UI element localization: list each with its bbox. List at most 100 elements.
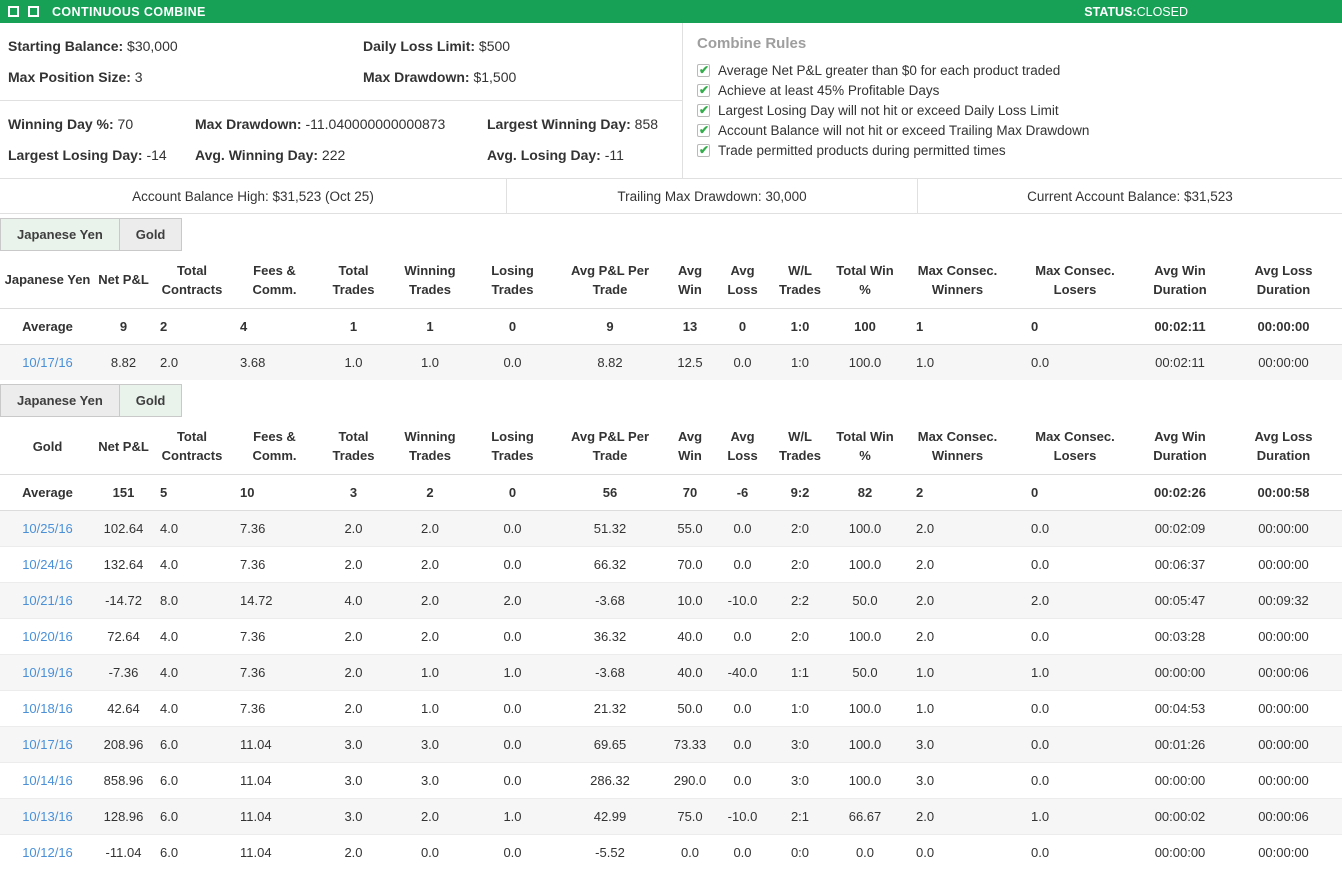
cell: 00:00:00	[1258, 772, 1309, 788]
date-link[interactable]: 10/25/16	[22, 520, 73, 536]
combine-rules-list: Average Net P&L greater than $0 for each…	[697, 62, 1342, 159]
date-cell: 10/18/16	[0, 690, 95, 726]
top-bar: CONTINUOUS COMBINE STATUS:CLOSED	[0, 0, 1342, 23]
cell: -10.0	[727, 592, 758, 608]
rule-text: Account Balance will not hit or exceed T…	[718, 123, 1090, 138]
average-cell: 13	[682, 318, 698, 334]
date-link[interactable]: 10/20/16	[22, 628, 73, 644]
window-box-icon[interactable]	[28, 6, 39, 17]
column-header: Avg Win Duration	[1153, 263, 1207, 297]
tab-japanese-yen[interactable]: Japanese Yen	[0, 384, 120, 418]
balance-bar: Account Balance High: $31,523 (Oct 25) Tr…	[0, 179, 1342, 214]
status-label: STATUS:	[1084, 4, 1137, 19]
cell: 50.0	[852, 664, 878, 680]
cell: 0.0	[1031, 845, 1050, 861]
cell: 6.0	[160, 736, 179, 752]
cell: 00:06:37	[1154, 556, 1206, 572]
tab-japanese-yen[interactable]: Japanese Yen	[0, 218, 120, 251]
date-cell: 10/19/16	[0, 654, 95, 690]
cell: 0.0	[503, 772, 522, 788]
cell: -10.0	[727, 808, 758, 824]
account-info-panel: Starting Balance: $30,000 Daily Loss Limi…	[0, 23, 1342, 179]
tab-gold[interactable]: Gold	[119, 384, 183, 418]
cell: 50.0	[677, 700, 703, 716]
cell: -14.72	[105, 592, 142, 608]
column-header: Avg Win	[677, 429, 703, 464]
cell: 00:03:28	[1154, 628, 1206, 644]
cell: 70.0	[677, 556, 703, 572]
cell: 69.65	[593, 736, 627, 752]
cell: 3.0	[916, 772, 935, 788]
first-column-header: Gold	[32, 438, 63, 454]
average-cell: 70	[682, 484, 698, 500]
cell: 2.0	[160, 354, 179, 370]
average-cell: 00:00:58	[1257, 484, 1310, 500]
table-row: 10/13/16 128.96 6.0 11.04 3.0 2.0 1.0 42.99 75.0…	[0, 798, 1342, 835]
average-cell: 2	[426, 484, 434, 500]
cell: 0.0	[1031, 736, 1050, 752]
average-cell: 5	[160, 484, 168, 500]
account-stats: Starting Balance: $30,000 Daily Loss Limi…	[0, 23, 683, 178]
cell: 2.0	[420, 556, 440, 572]
date-link[interactable]: 10/18/16	[22, 700, 73, 716]
cell: 00:00:06	[1258, 664, 1309, 680]
stat: Max Position Size: 3	[8, 69, 363, 85]
checked-checkbox-icon	[697, 122, 710, 139]
average-cell: 0	[1031, 318, 1039, 334]
cell: 8.82	[110, 354, 137, 370]
cell: 4.0	[160, 556, 179, 572]
stat-label: Max Drawdown:	[363, 69, 470, 85]
rule-item: Achieve at least 45% Profitable Days	[697, 82, 1342, 99]
date-link[interactable]: 10/13/16	[22, 808, 73, 824]
rule-item: Largest Losing Day will not hit or excee…	[697, 102, 1342, 119]
cell: 0.0	[733, 354, 752, 370]
cell: 4.0	[160, 520, 179, 536]
date-link[interactable]: 10/12/16	[22, 845, 73, 861]
average-cell: 10	[240, 484, 255, 500]
column-header: Avg Loss	[727, 429, 758, 464]
column-header: Total Trades	[332, 263, 375, 297]
tab-gold[interactable]: Gold	[119, 218, 183, 251]
cell: 3.0	[344, 736, 363, 752]
window-box-icon[interactable]	[8, 6, 19, 17]
average-label: Average	[22, 318, 73, 334]
date-cell: 10/20/16	[0, 618, 95, 654]
table-row: 10/19/16 -7.36 4.0 7.36 2.0 1.0 1.0 -3.68 40.0 -4…	[0, 654, 1342, 691]
stat-label: Starting Balance:	[8, 38, 124, 54]
cell: 0.0	[503, 556, 522, 572]
column-header: Total Win %	[836, 429, 894, 464]
cell: 2.0	[420, 592, 440, 608]
cell: 3.0	[916, 736, 935, 752]
table-row: 10/17/16 8.82 2.0 3.68 1.0 1.0 0.0 8.82 12.5 0.0 1…	[0, 344, 1342, 381]
average-cell: 0	[738, 318, 747, 334]
cell: 00:00:00	[1154, 845, 1206, 861]
cell: 1.0	[916, 664, 935, 680]
date-link[interactable]: 10/24/16	[22, 556, 73, 572]
stat: Largest Losing Day: -14	[8, 147, 195, 163]
date-link[interactable]: 10/21/16	[22, 592, 73, 608]
date-link[interactable]: 10/17/16	[22, 736, 73, 752]
date-link[interactable]: 10/14/16	[22, 772, 73, 788]
cell: 0.0	[733, 700, 752, 716]
cell: 0.0	[733, 628, 752, 644]
column-header: Avg Loss	[727, 263, 758, 297]
cell: 00:00:00	[1154, 772, 1206, 788]
cell: 1.0	[1031, 808, 1050, 824]
cell: 00:00:00	[1258, 556, 1309, 572]
cell: 1:1	[790, 664, 810, 680]
date-link[interactable]: 10/17/16	[22, 354, 73, 370]
column-header: Avg Loss Duration	[1254, 429, 1313, 464]
average-cell: 00:00:00	[1257, 318, 1310, 334]
cell: 1.0	[916, 700, 935, 716]
average-cell: 9	[606, 318, 614, 334]
date-link[interactable]: 10/19/16	[22, 664, 73, 680]
cell: 0.0	[1031, 556, 1050, 572]
cell: 2.0	[420, 628, 440, 644]
stat: Avg. Winning Day: 222	[195, 147, 487, 163]
cell: 208.96	[103, 736, 144, 752]
average-cell: 4	[240, 318, 248, 334]
cell: 0.0	[503, 520, 522, 536]
stat: Winning Day %: 70	[8, 116, 195, 132]
cell: 3:0	[790, 772, 810, 788]
cell: 00:00:00	[1154, 664, 1206, 680]
